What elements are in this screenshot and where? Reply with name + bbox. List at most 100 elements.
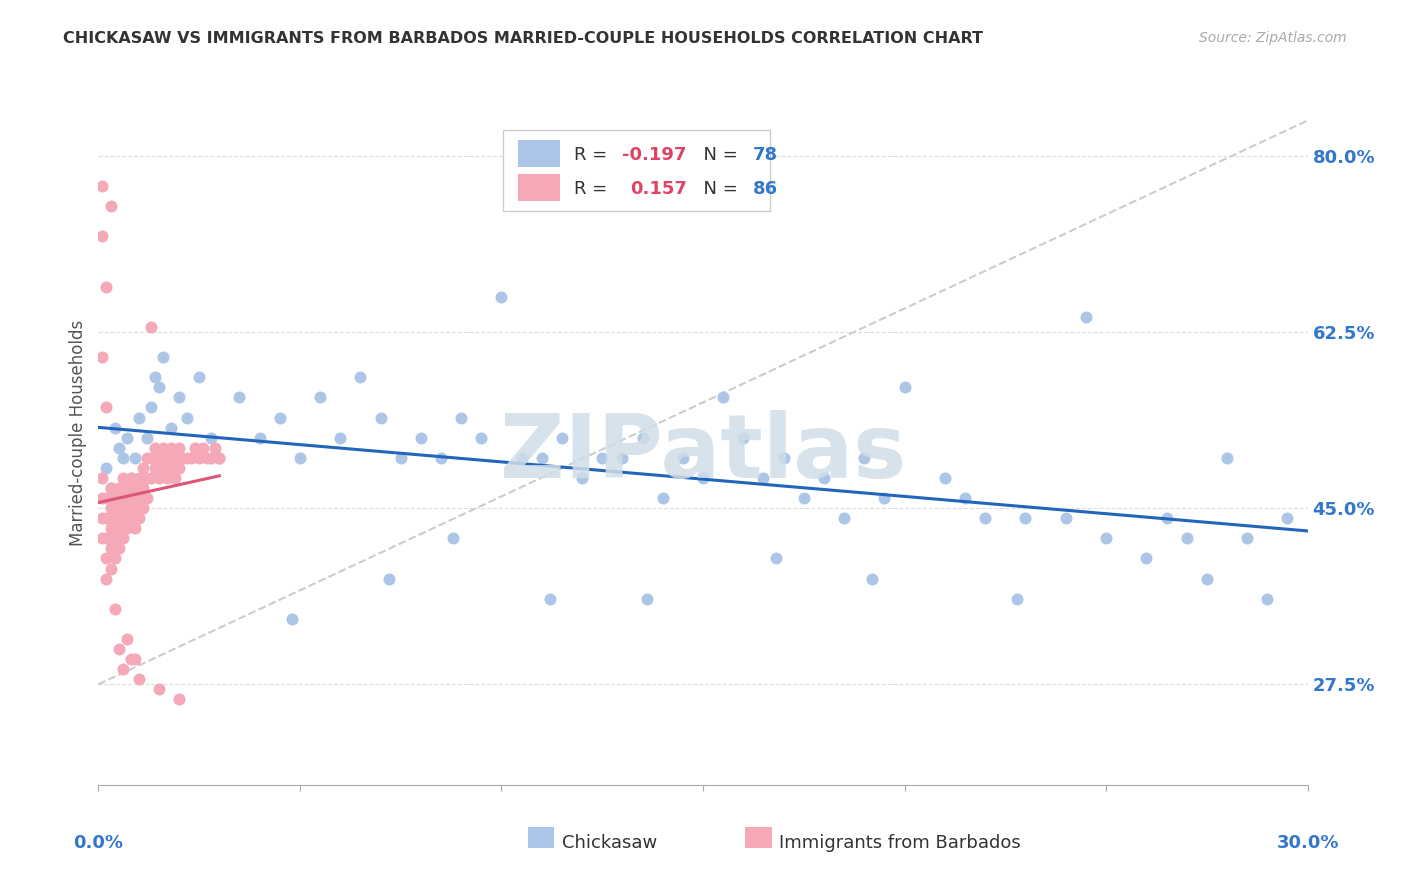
Point <box>128 410 150 425</box>
Point <box>1195 572 1218 586</box>
Point <box>124 501 146 516</box>
Point <box>103 532 125 546</box>
Point <box>100 501 122 516</box>
Point <box>96 491 118 505</box>
Point <box>103 601 125 615</box>
Text: N =: N = <box>692 145 744 164</box>
FancyBboxPatch shape <box>517 174 561 201</box>
Point <box>139 319 162 334</box>
Point <box>571 471 593 485</box>
Point <box>96 279 118 293</box>
FancyBboxPatch shape <box>517 140 561 167</box>
Point <box>107 501 129 516</box>
Point <box>111 450 134 465</box>
Point <box>636 591 658 606</box>
Point <box>176 410 198 425</box>
Point <box>135 431 157 445</box>
Point <box>115 501 138 516</box>
Point <box>107 521 129 535</box>
Point <box>591 450 613 465</box>
FancyBboxPatch shape <box>503 129 769 211</box>
Point <box>132 491 155 505</box>
Point <box>111 532 134 546</box>
Point <box>124 652 146 666</box>
Point <box>103 511 125 525</box>
Point <box>152 350 174 364</box>
Point <box>115 521 138 535</box>
Point <box>91 350 114 364</box>
Point <box>370 410 392 425</box>
Point <box>309 390 332 404</box>
Point <box>91 229 114 244</box>
Point <box>96 460 118 475</box>
Point <box>612 450 634 465</box>
Point <box>135 491 157 505</box>
Text: 30.0%: 30.0% <box>1277 834 1339 852</box>
Point <box>115 481 138 495</box>
FancyBboxPatch shape <box>527 827 554 848</box>
Point <box>430 450 453 465</box>
Point <box>450 410 472 425</box>
Point <box>143 441 166 455</box>
Point <box>128 673 150 687</box>
Text: Source: ZipAtlas.com: Source: ZipAtlas.com <box>1199 31 1347 45</box>
Point <box>200 431 222 445</box>
Point <box>132 481 155 495</box>
Point <box>470 431 492 445</box>
Text: N =: N = <box>692 179 744 198</box>
Text: R =: R = <box>574 145 613 164</box>
Point <box>107 441 129 455</box>
Point <box>139 450 162 465</box>
Point <box>132 460 155 475</box>
Point <box>409 431 432 445</box>
Point <box>100 561 122 575</box>
Point <box>115 431 138 445</box>
Point <box>329 431 352 445</box>
Point <box>96 572 118 586</box>
Point <box>91 491 114 505</box>
Point <box>208 450 231 465</box>
Point <box>91 511 114 525</box>
Point <box>111 471 134 485</box>
Point <box>752 471 775 485</box>
Point <box>711 390 734 404</box>
Point <box>772 450 794 465</box>
Point <box>631 431 654 445</box>
Point <box>111 491 134 505</box>
Point <box>120 491 142 505</box>
Point <box>107 481 129 495</box>
Point <box>249 431 271 445</box>
Text: Chickasaw: Chickasaw <box>561 834 657 852</box>
Point <box>163 471 186 485</box>
Point <box>1216 450 1239 465</box>
Point <box>96 532 118 546</box>
Point <box>107 642 129 657</box>
Point <box>111 662 134 676</box>
Text: 78: 78 <box>752 145 778 164</box>
Point <box>128 491 150 505</box>
Point <box>135 471 157 485</box>
Point <box>733 431 755 445</box>
Point <box>269 410 291 425</box>
Point <box>288 450 311 465</box>
Point <box>974 511 997 525</box>
Text: 0.157: 0.157 <box>630 179 688 198</box>
Point <box>100 199 122 213</box>
Point <box>1095 532 1118 546</box>
Point <box>148 471 170 485</box>
Text: CHICKASAW VS IMMIGRANTS FROM BARBADOS MARRIED-COUPLE HOUSEHOLDS CORRELATION CHAR: CHICKASAW VS IMMIGRANTS FROM BARBADOS MA… <box>63 31 983 46</box>
FancyBboxPatch shape <box>745 827 772 848</box>
Point <box>204 441 226 455</box>
Point <box>91 178 114 193</box>
Point <box>1156 511 1178 525</box>
Point <box>195 450 218 465</box>
Point <box>128 511 150 525</box>
Point <box>765 551 787 566</box>
Point <box>672 450 695 465</box>
Point <box>167 441 190 455</box>
Point <box>188 450 211 465</box>
Point <box>172 450 194 465</box>
Point <box>1054 511 1077 525</box>
Text: 86: 86 <box>752 179 778 198</box>
Point <box>148 380 170 394</box>
